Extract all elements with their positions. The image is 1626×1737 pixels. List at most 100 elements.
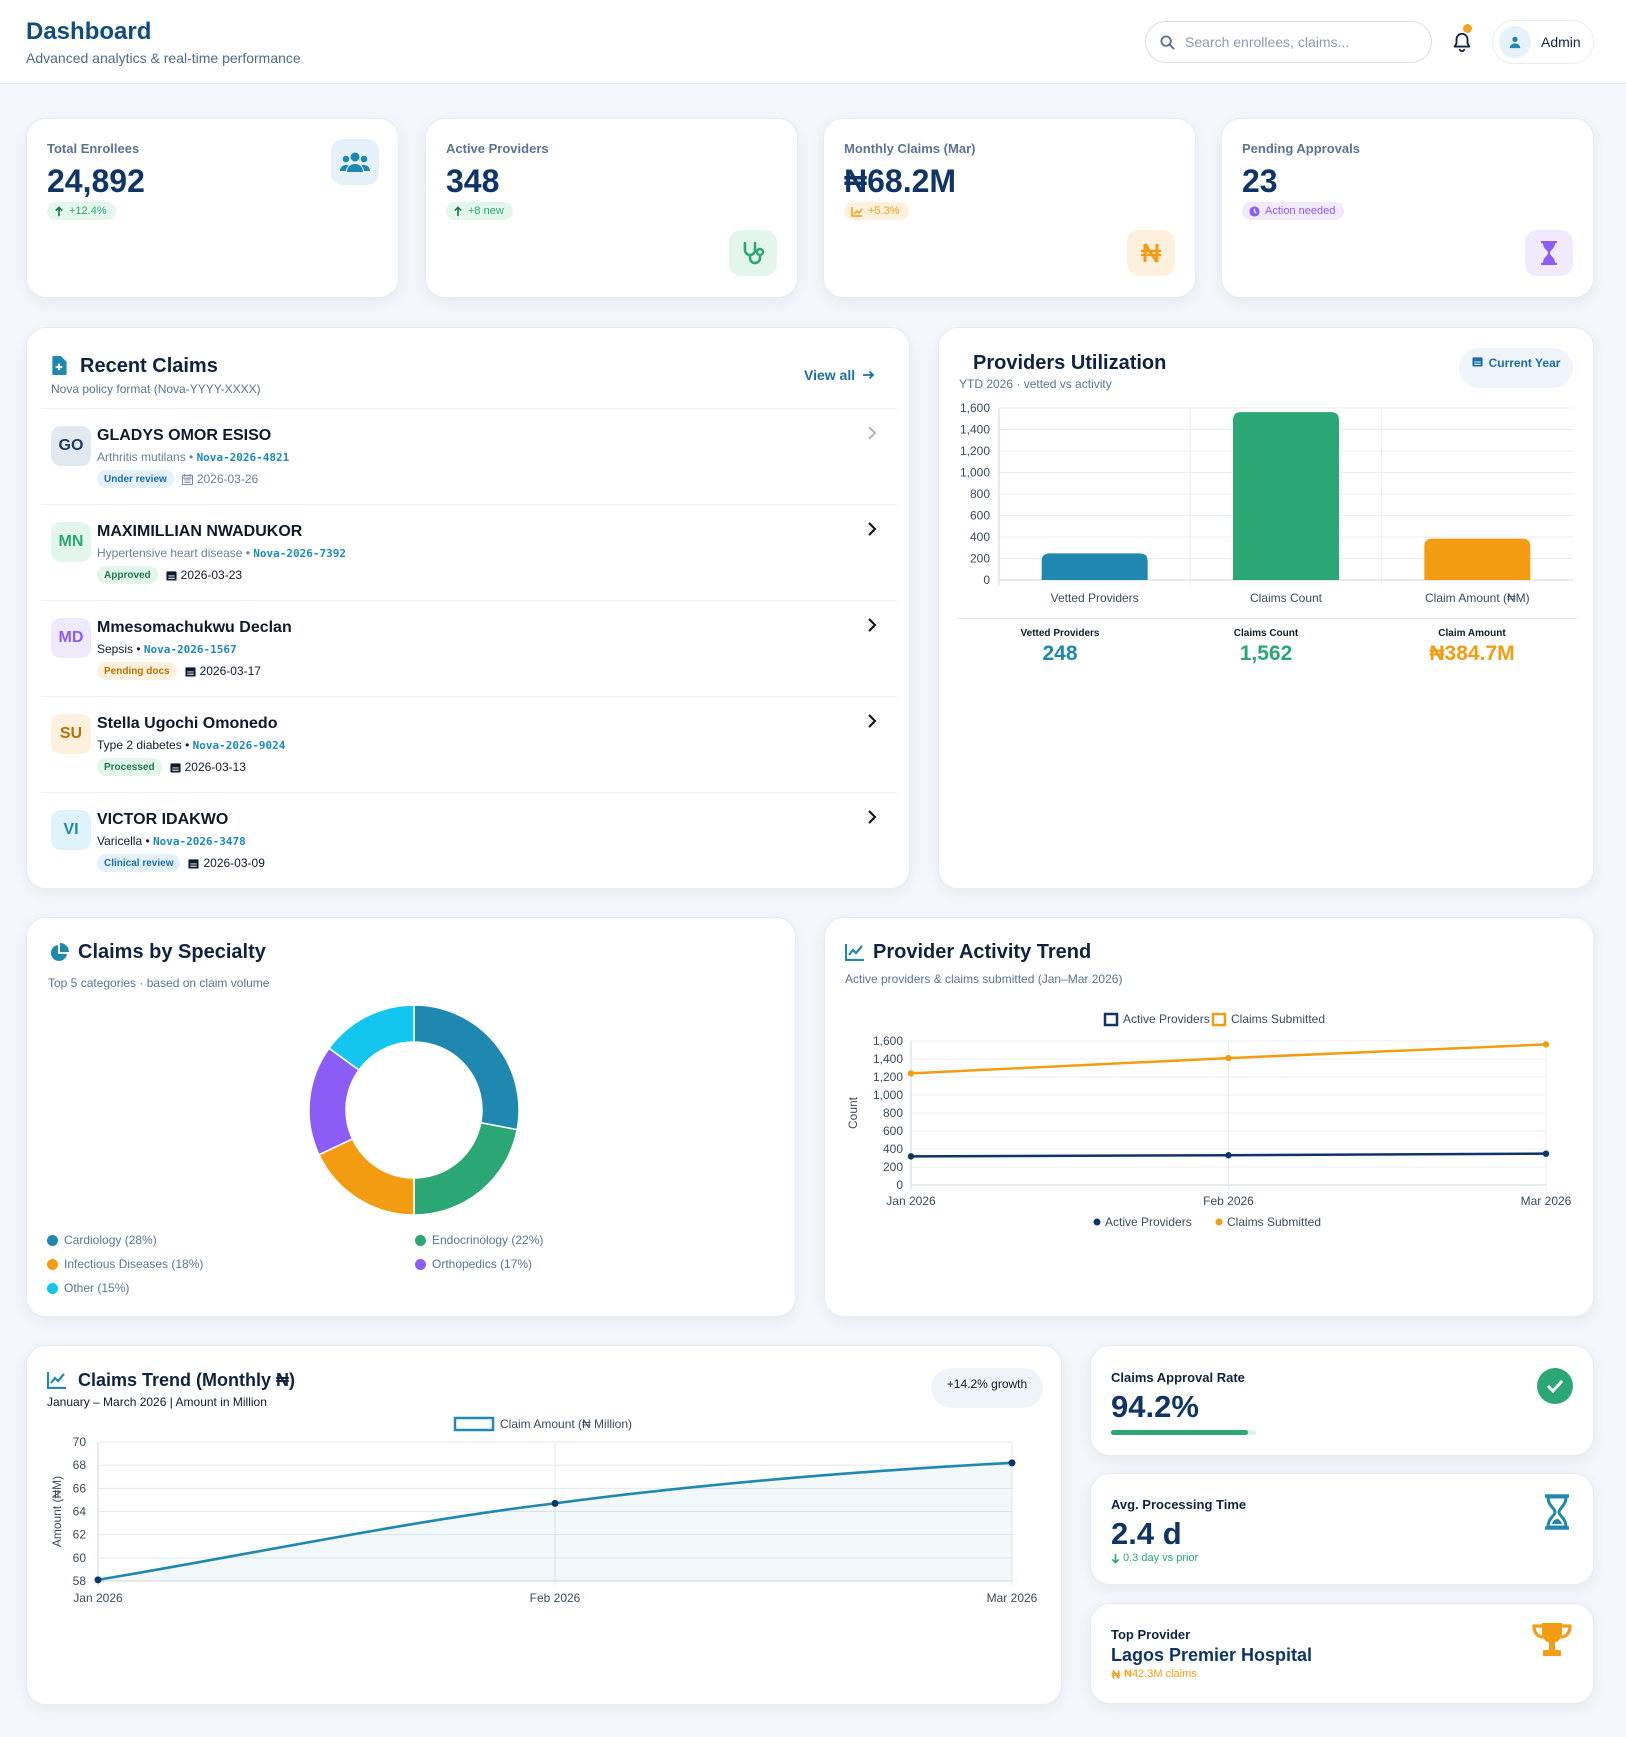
y-tick-label: 60 (73, 1551, 87, 1565)
users-icon (340, 152, 370, 172)
claim-patient-name: MAXIMILLIAN NWADUKOR (97, 523, 303, 540)
claim-patient-name: Mmesomachukwu Declan (97, 619, 292, 636)
growth-badge: +14.2% growth (931, 1368, 1043, 1408)
legend-item: Infectious Diseases (18%) (47, 1257, 203, 1271)
utilization-stats: Vetted Providers 248 Claims Count 1,562 … (957, 628, 1577, 666)
section-title: Claims Trend (Monthly ₦) (78, 1370, 296, 1390)
x-tick-label: Vetted Providers (1051, 591, 1139, 605)
legend-label: Claims Submitted (1231, 1012, 1325, 1026)
calendar-icon (185, 666, 196, 677)
stat-claim-amount: Claim Amount ₦384.7M (1429, 628, 1515, 665)
kpi-icon-box (729, 230, 777, 276)
legend-label: Claim Amount (₦ Million) (500, 1417, 632, 1431)
chevron-right-icon[interactable] (867, 425, 877, 441)
section-subtitle: YTD 2026 · vetted vs activity (959, 377, 1112, 391)
kpi-icon-box (331, 139, 379, 185)
kpi-label: Monthly Claims (Mar) (844, 141, 976, 156)
y-tick-label: 1,200 (873, 1070, 903, 1084)
claim-patient-name: GLADYS OMOR ESISO (97, 427, 272, 444)
claim-meta: Processed 2026-03-13 (97, 758, 246, 776)
stethoscope-icon (743, 241, 765, 265)
legend-item: Other (15%) (47, 1281, 129, 1295)
chevron-right-icon[interactable] (867, 713, 877, 729)
user-menu[interactable]: Admin (1492, 20, 1594, 64)
processing-time-card: Avg. Processing Time 2.4 d 0.3 day vs pr… (1090, 1473, 1594, 1585)
claim-row[interactable]: MN MAXIMILLIAN NWADUKOR Hypertensive hea… (41, 504, 897, 600)
notifications-button[interactable] (1447, 27, 1477, 57)
section-title: Claims by Specialty (78, 941, 266, 963)
kpi-value: 23 (1242, 163, 1278, 199)
section-subtitle: January – March 2026 | Amount in Million (47, 1395, 267, 1409)
data-point (1225, 1152, 1232, 1159)
providers-utilization-card: Providers Utilization YTD 2026 · vetted … (938, 327, 1594, 889)
legend-dot (1215, 1218, 1223, 1226)
approval-rate-card: Claims Approval Rate 94.2% (1090, 1345, 1594, 1456)
y-tick-label: 0 (983, 573, 990, 587)
y-tick-label: 0 (896, 1178, 903, 1192)
claim-row[interactable]: VI VICTOR IDAKWO Varicella • Nova-2026-3… (41, 792, 897, 888)
y-tick-label: 1,400 (873, 1052, 903, 1066)
avatar: MD (51, 618, 91, 658)
avatar: GO (51, 426, 91, 466)
y-tick-label: 70 (73, 1435, 87, 1449)
data-point (907, 1070, 915, 1077)
trend-badge: +8 new (446, 202, 513, 220)
donut-slice (328, 1004, 415, 1072)
kpi-label: Total Enrollees (47, 141, 140, 156)
claim-row[interactable]: SU Stella Ugochi Omonedo Type 2 diabetes… (41, 696, 897, 792)
section-title: Recent Claims (80, 355, 218, 377)
claim-meta: Approved 2026-03-23 (97, 566, 242, 584)
legend-item: Endocrinology (22%) (415, 1233, 543, 1247)
legend-label: Active Providers (1105, 1215, 1192, 1229)
claim-description: Arthritis mutilans • Nova-2026-4821 (97, 450, 290, 464)
data-point (94, 1576, 102, 1584)
status-badge: Approved (97, 566, 158, 584)
top-bar: Dashboard Advanced analytics & real-time… (0, 0, 1626, 84)
metric-label: Avg. Processing Time (1111, 1497, 1247, 1512)
claim-description: Sepsis • Nova-2026-1567 (97, 642, 237, 656)
data-point (907, 1153, 915, 1160)
current-year-filter[interactable]: Current Year (1459, 348, 1573, 388)
area-fill (98, 1462, 1012, 1581)
chevron-right-icon[interactable] (867, 521, 877, 537)
metric-label: Top Provider (1111, 1627, 1191, 1642)
data-point (1008, 1459, 1016, 1467)
x-tick-label: Jan 2026 (73, 1591, 123, 1605)
stat-claims-count: Claims Count 1,562 (1233, 628, 1299, 665)
y-tick-label: 400 (883, 1142, 903, 1156)
y-axis-label: Count (846, 1096, 860, 1129)
trophy-icon (1532, 1623, 1572, 1656)
data-point (1225, 1054, 1232, 1062)
notification-dot (1463, 24, 1472, 33)
section-title: Providers Utilization (973, 352, 1167, 374)
recent-claims-card: Recent Claims Nova policy format (Nova-Y… (26, 327, 910, 889)
legend-label: Claims Submitted (1227, 1215, 1321, 1229)
claim-row[interactable]: MD Mmesomachukwu Declan Sepsis • Nova-20… (41, 600, 897, 696)
chart-line-icon (851, 206, 863, 217)
calendar-icon (1472, 357, 1483, 367)
chevron-right-icon[interactable] (867, 809, 877, 825)
claim-meta: Under review 2026-03-26 (97, 470, 258, 488)
x-tick-label: Feb 2026 (530, 1591, 581, 1605)
y-tick-label: 600 (883, 1124, 903, 1138)
kpi-value: 348 (446, 163, 500, 199)
stat-vetted-providers: Vetted Providers 248 (1020, 628, 1100, 665)
donut-slice (413, 1004, 520, 1131)
y-tick-label: 1,000 (873, 1088, 903, 1102)
bar (1041, 553, 1148, 580)
avatar (1499, 26, 1531, 58)
x-tick-label: Mar 2026 (1521, 1194, 1572, 1208)
y-tick-label: 1,400 (960, 423, 990, 437)
status-badge: Pending docs (97, 662, 177, 680)
avatar: VI (51, 810, 91, 850)
y-tick-label: 64 (73, 1505, 87, 1519)
search-input[interactable] (1185, 34, 1415, 50)
claim-row[interactable]: GO GLADYS OMOR ESISO Arthritis mutilans … (41, 408, 897, 504)
view-all-link[interactable]: View all (804, 367, 875, 383)
chevron-right-icon[interactable] (867, 617, 877, 633)
calendar-icon (166, 570, 177, 581)
chart-line-icon (845, 944, 864, 961)
x-tick-label: Jan 2026 (886, 1194, 936, 1208)
section-subtitle: Top 5 categories · based on claim volume (48, 976, 270, 990)
search-box[interactable] (1145, 21, 1432, 63)
